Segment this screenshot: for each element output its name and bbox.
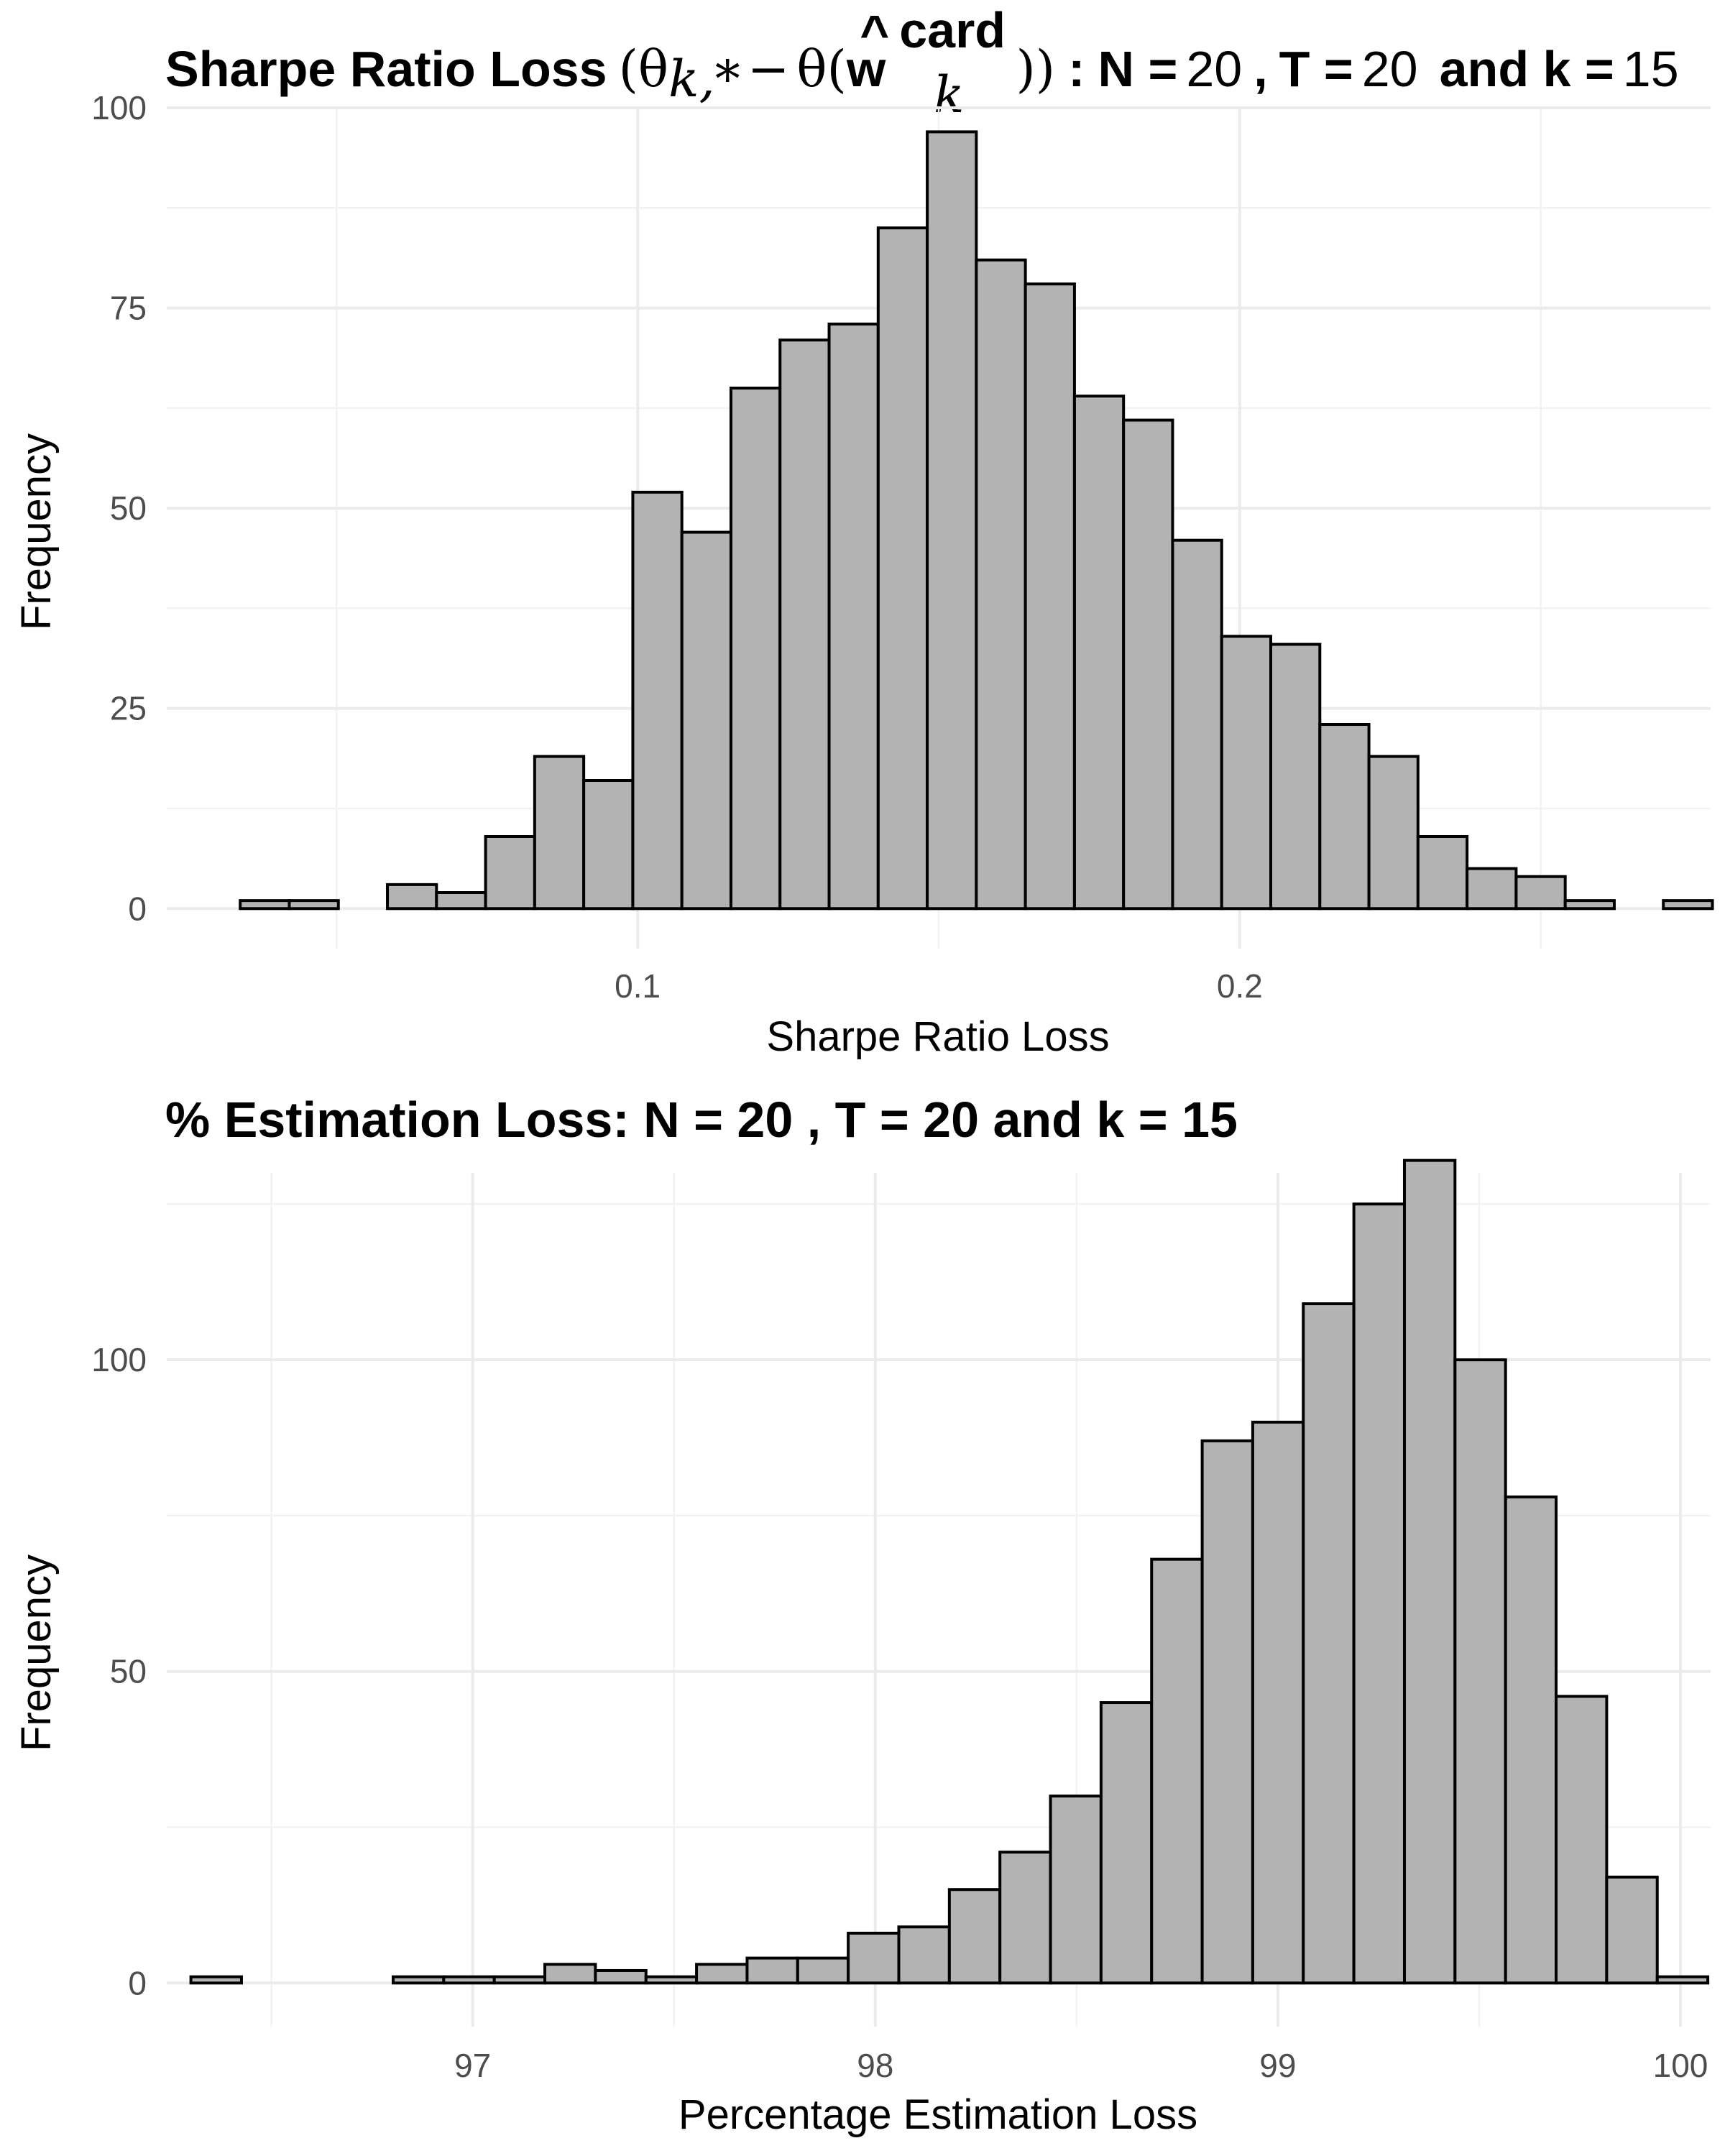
histogram-bar [1049,1795,1103,1985]
histogram-bar [1416,835,1469,911]
histogram-bar [1171,538,1223,911]
y-tick-label: 75 [110,290,147,327]
histogram-bar [1072,395,1126,911]
title-comma-1: , [1254,41,1267,97]
histogram-bar [1655,1975,1710,1985]
histogram-bar [926,130,978,911]
histogram-bar [288,899,340,911]
title-close-parens: )) [1016,40,1056,98]
histogram-bar [975,258,1027,911]
histogram-bar [1555,1695,1609,1985]
histogram-bar [729,387,782,911]
histogram-bar [594,1968,648,1985]
histogram-bar [484,835,536,911]
histogram-bar [680,530,732,911]
histogram-bar [1318,723,1371,911]
histogram-bar [1099,1701,1154,1985]
histogram-bar [631,490,684,911]
y-tick-label: 100 [91,89,147,126]
histogram-bar [543,1963,597,1985]
histogram-bar [998,1851,1052,1985]
x-tick-label: 0.2 [1217,967,1263,1005]
panel2-title: % Estimation Loss: N = 20 , T = 20 and k… [165,1092,1238,1148]
panel1-y-tick-labels: 0 25 50 75 100 [91,89,147,927]
histogram-bar [1402,1158,1457,1985]
panel2-x-axis-title: Percentage Estimation Loss [678,2091,1197,2138]
estimation-loss-histogram: % Estimation Loss: N = 20 , T = 20 and k… [13,1092,1711,2138]
histogram-bar [745,1956,799,1985]
histogram-bar [1367,755,1420,911]
histogram-bar [1352,1202,1406,1985]
histogram-bar [1024,282,1076,911]
histogram-bar [644,1975,699,1985]
histogram-bar [1563,899,1616,911]
histogram-bar [1605,1875,1659,1985]
histogram-bar [1200,1439,1254,1985]
histogram-bar [386,883,438,911]
histogram-bar [1150,1557,1204,1985]
title-open-paren-2: ( [827,40,847,98]
x-tick-label: 99 [1259,2047,1296,2084]
histogram-bar [1269,642,1322,911]
histogram-bar [1220,635,1273,911]
panel1-bars [239,130,1714,911]
x-tick-label: 0.1 [615,967,661,1005]
y-tick-label: 100 [91,1341,147,1378]
histogram-bar [1466,867,1518,911]
histogram-bar [533,755,586,911]
histogram-bar [897,1925,951,1985]
histogram-bar [947,1888,1002,1985]
histogram-bar [1122,418,1174,911]
histogram-bar [1504,1495,1558,1985]
histogram-bar [796,1956,850,1985]
histogram-bar [1453,1358,1507,1985]
y-tick-label: 0 [128,890,147,927]
histogram-bar [1251,1420,1305,1985]
histogram-bar [392,1975,446,1985]
title-colon: : [1068,41,1085,97]
histogram-bar [695,1963,749,1985]
x-tick-label: 100 [1653,2047,1708,2084]
histogram-bar [189,1975,243,1985]
histogram-bar [435,891,487,911]
panel2-y-tick-labels: 0 50 100 [91,1341,147,2001]
panel1-y-axis-title: Frequency [13,433,60,630]
histogram-bar [827,322,880,911]
histogram-bar [442,1975,496,1985]
x-tick-label: 97 [454,2047,491,2084]
histogram-bar [1514,875,1567,911]
y-tick-label: 25 [110,690,147,727]
histogram-bar [778,338,831,911]
y-tick-label: 50 [110,489,147,527]
x-tick-label: 98 [857,2047,893,2084]
panel1-x-axis-title: Sharpe Ratio Loss [766,1013,1109,1060]
histogram-bar [492,1975,547,1985]
histogram-bar [1662,899,1714,911]
panel2-y-axis-title: Frequency [13,1554,60,1751]
panel2-x-tick-labels: 97 98 99 100 [454,2047,1708,2084]
histogram-bar [876,226,929,911]
title-open-paren: ( [619,40,638,98]
panel1-x-tick-labels: 0.1 0.2 [615,967,1263,1005]
y-tick-label: 50 [110,1653,147,1690]
sharpe-ratio-loss-histogram: Sharpe Ratio Loss (θk,* − θ(w^ card k)): N = 20… [13,2,1714,1060]
histogram-bar [847,1931,901,1985]
histogram-bar [1302,1302,1356,1985]
histogram-bar [239,899,291,911]
panel2-bars [189,1158,1710,1985]
histogram-bar [582,779,635,911]
panel1-title: Sharpe Ratio Loss (θk,* − θ(w^ card k)): N = 20… [165,2,1679,124]
y-tick-label: 0 [128,1964,147,2001]
